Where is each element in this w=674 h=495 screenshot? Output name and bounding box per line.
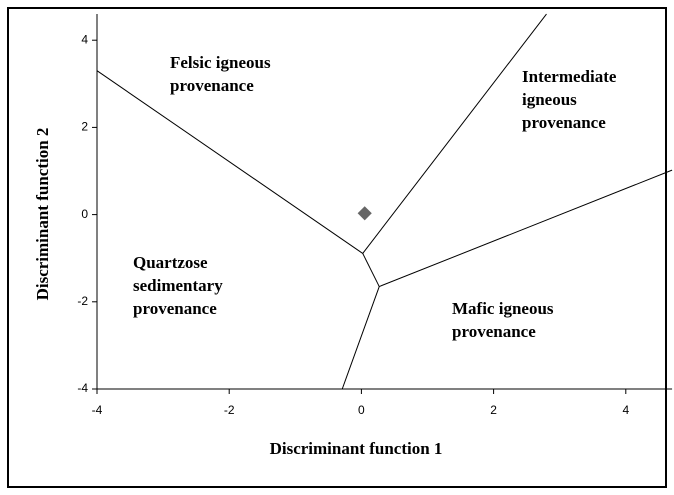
region-label: provenance [170,76,254,95]
y-tick-label: -4 [77,381,88,395]
region-label: Mafic igneous [452,299,554,318]
x-tick-label: 4 [622,403,629,417]
y-tick-label: 0 [81,207,88,221]
y-tick-label: 2 [81,120,88,134]
region-label: igneous [522,90,577,109]
frame [7,7,667,488]
x-tick-label: 0 [358,403,365,417]
boundary-line [341,286,380,390]
boundary-line [96,70,364,254]
region-label: Quartzose [133,253,208,272]
boundary-line [362,253,380,287]
region-label: provenance [452,322,536,341]
region-label: Felsic igneous [170,53,271,72]
boundary-line [362,13,547,254]
region-label: Intermediate [522,67,617,86]
boundary-line [379,169,673,288]
y-tick-label: 4 [81,32,88,46]
x-axis-title: Discriminant function 1 [270,439,443,458]
y-axis-title: Discriminant function 2 [33,128,52,301]
x-tick-label: -2 [224,403,235,417]
x-tick-label: 2 [490,403,497,417]
data-point [357,206,372,221]
region-label: sedimentary [133,276,223,295]
x-tick-label: -4 [92,403,103,417]
region-label: provenance [133,299,217,318]
y-tick-label: -2 [77,294,88,308]
region-label: provenance [522,113,606,132]
